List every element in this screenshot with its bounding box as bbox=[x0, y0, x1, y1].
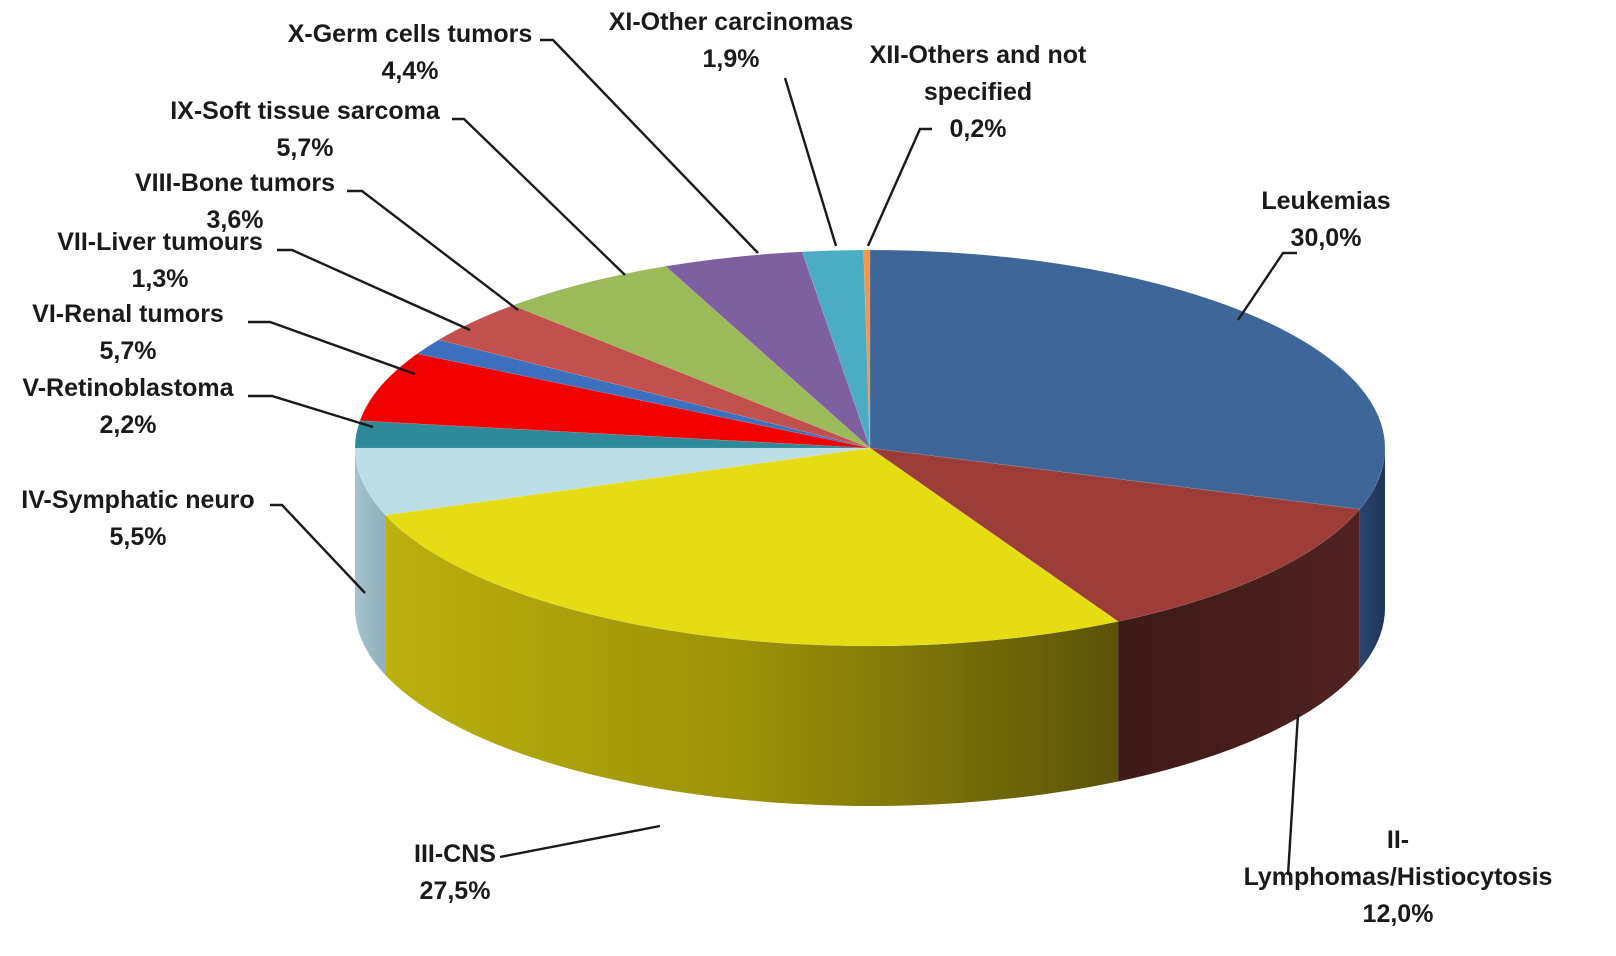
leader-vi-renal-tumors bbox=[248, 320, 416, 376]
value-leukemias: 30,0% bbox=[1291, 224, 1362, 252]
leader-xi-other-carcinomas bbox=[783, 77, 838, 247]
side-iv-symphatic-neuro bbox=[355, 448, 386, 676]
label-vii-liver-tumours: VII-Liver tumours 1,3% bbox=[57, 228, 263, 293]
pie-tops bbox=[354, 249, 1386, 647]
slice-labels: Leukemias 30,0% II-Lymphomas/Histiocytosis… bbox=[21, 8, 1552, 928]
slice-vi-renal-tumors bbox=[359, 353, 871, 449]
label-v-retinoblastoma: V-Retinoblastoma 2,2% bbox=[22, 374, 234, 439]
slice-leukemias bbox=[869, 249, 1386, 510]
label-iii-cns: III-CNS 27,5% bbox=[414, 840, 496, 905]
slice-vii-liver-tumours bbox=[416, 339, 871, 449]
label-ii-lymphomas-histiocytosis: II-Lymphomas/Histiocytosis 12,0% bbox=[1244, 826, 1553, 928]
slice-v-retinoblastoma bbox=[354, 420, 871, 449]
label-x-germ-cells-tumors: X-Germ cells tumors 4,4% bbox=[288, 20, 533, 85]
value-ii-lymphomas-histiocytosis: 12,0% bbox=[1363, 900, 1434, 928]
slice-ii-lymphomas-histiocytosis bbox=[869, 447, 1361, 622]
value-viii-bone-tumors: 3,6% bbox=[207, 206, 264, 234]
label-viii-bone-tumors: VIII-Bone tumors 3,6% bbox=[135, 169, 335, 234]
leader-x-germ-cells-tumors bbox=[540, 38, 759, 254]
value-vi-renal-tumors: 5,7% bbox=[100, 337, 157, 365]
side-iii-cns bbox=[385, 515, 1119, 807]
value-ix-soft-tissue-sarcoma: 5,7% bbox=[277, 134, 334, 162]
side-ii-lymphomas-histiocytosis bbox=[1118, 509, 1360, 782]
value-vii-liver-tumours: 1,3% bbox=[132, 265, 189, 293]
leader-v-retinoblastoma bbox=[248, 394, 374, 429]
slice-xii-others-and-not-specified bbox=[863, 249, 871, 449]
value-x-germ-cells-tumors: 4,4% bbox=[382, 57, 439, 85]
slice-iv-symphatic-neuro bbox=[354, 447, 871, 516]
value-v-retinoblastoma: 2,2% bbox=[100, 411, 157, 439]
value-iv-symphatic-neuro: 5,5% bbox=[110, 523, 167, 551]
side-leukemias bbox=[1359, 448, 1385, 670]
leader-vii-liver-tumours bbox=[277, 248, 471, 332]
value-iii-cns: 27,5% bbox=[420, 877, 491, 905]
leader-iv-symphatic-neuro bbox=[270, 503, 366, 594]
leader-viii-bone-tumors bbox=[347, 189, 519, 311]
leader-ii-lymphomas-histiocytosis bbox=[1286, 713, 1300, 876]
label-iv-symphatic-neuro: IV-Symphatic neuro 5,5% bbox=[21, 486, 254, 551]
leader-lines bbox=[248, 38, 1300, 876]
pie-sides bbox=[355, 448, 1385, 807]
slice-iii-cns bbox=[384, 447, 1119, 647]
leader-xii-others-and-not-specified bbox=[866, 127, 932, 247]
value-xii-others-and-not-specified: 0,2% bbox=[950, 115, 1007, 143]
value-xi-other-carcinomas: 1,9% bbox=[703, 45, 760, 73]
label-xii-others-and-not-specified: XII-Others and not specified 0,2% bbox=[870, 41, 1087, 143]
label-leukemias: Leukemias 30,0% bbox=[1261, 187, 1390, 252]
label-ix-soft-tissue-sarcoma: IX-Soft tissue sarcoma 5,7% bbox=[170, 97, 441, 162]
slice-ix-soft-tissue-sarcoma bbox=[511, 265, 871, 449]
label-xi-other-carcinomas: XI-Other carcinomas 1,9% bbox=[609, 8, 854, 73]
leader-leukemias bbox=[1237, 251, 1297, 321]
label-vi-renal-tumors: VI-Renal tumors 5,7% bbox=[32, 300, 224, 365]
leader-ix-soft-tissue-sarcoma bbox=[452, 117, 626, 276]
leader-iii-cns bbox=[499, 824, 661, 859]
slice-xi-other-carcinomas bbox=[801, 249, 871, 449]
slice-x-germ-cells-tumors bbox=[664, 251, 871, 449]
